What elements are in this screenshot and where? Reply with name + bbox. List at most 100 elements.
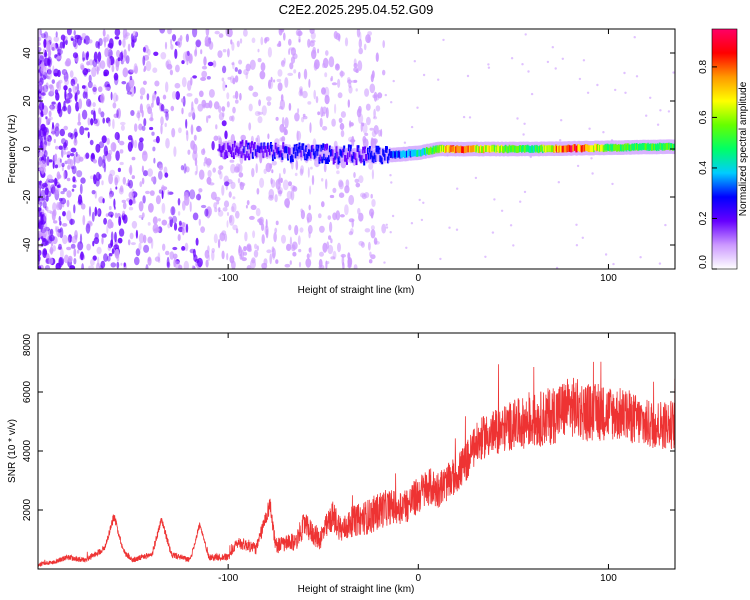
spectrogram-blob	[158, 164, 164, 171]
spectrogram-blob	[114, 231, 117, 243]
spectrogram-blob	[181, 107, 184, 115]
spectrogram-blob	[128, 166, 132, 174]
spectrogram-blob	[271, 247, 276, 259]
spectrogram-blob	[159, 29, 166, 34]
spectrogram-blob	[366, 116, 371, 126]
spectrogram-blob	[43, 212, 47, 222]
colorbar-label: Normalized spectral amplitude	[738, 81, 749, 216]
spectrogram-blob	[321, 87, 326, 95]
spectrogram-blob	[302, 90, 308, 99]
spectrogram-dot	[672, 71, 675, 74]
spectrogram-blob	[235, 163, 241, 173]
spectrogram-blob	[180, 98, 184, 103]
spectrogram-blob	[288, 38, 292, 46]
spectrogram-blob	[91, 66, 97, 78]
spectrogram-blob	[230, 206, 235, 212]
spectrogram-blob	[102, 154, 106, 164]
spectrogram-blob	[167, 223, 171, 229]
spectrogram-blob	[332, 187, 337, 193]
spectrogram-blob	[174, 82, 181, 89]
spectrogram-blob	[53, 36, 60, 42]
spectrogram-blob	[214, 30, 220, 35]
spectrogram-blob	[289, 62, 294, 70]
y-tick-label: -20	[22, 189, 33, 204]
spectrogram-blob	[45, 241, 50, 246]
y-tick-label: 6000	[22, 380, 33, 403]
spectrogram-dot	[422, 73, 426, 77]
spectrogram-dot	[442, 38, 445, 42]
spectrogram-blob	[268, 79, 272, 89]
spectrogram-blob	[53, 154, 58, 165]
spectrogram-blob	[229, 255, 235, 264]
spectrogram-blob	[87, 131, 90, 139]
spectrogram-blob	[56, 203, 63, 209]
spectrogram-blob	[76, 90, 81, 95]
colorbar-tick-label: 0.2	[698, 211, 709, 225]
spectrogram-blob	[348, 85, 353, 94]
spectrogram-blob	[74, 86, 77, 91]
spectrogram-blob	[178, 127, 182, 134]
spectrogram-blob	[81, 109, 88, 120]
spectrogram-blob	[192, 212, 199, 221]
spectrogram-blob	[141, 177, 145, 185]
spectrogram-blob	[88, 39, 93, 44]
spectrogram-dot	[487, 63, 490, 66]
spectrogram-blob	[93, 174, 97, 185]
spectrogram-blob	[50, 104, 53, 109]
spectrogram-blob	[138, 123, 143, 131]
spectrogram-blob	[160, 116, 164, 126]
spectrogram-dot	[493, 198, 496, 201]
spectrogram-blob	[40, 140, 43, 148]
spectrogram-blob	[364, 132, 369, 136]
spectrogram-blob	[330, 256, 336, 260]
spectrogram-blob	[370, 225, 375, 231]
spectrogram-blob	[110, 221, 114, 228]
spectrogram-dot	[521, 62, 524, 66]
spectrogram-blob	[110, 262, 117, 268]
spectrogram-blob	[135, 248, 141, 257]
spectrogram-blob	[306, 212, 313, 223]
spectrogram-blob	[77, 241, 84, 251]
spectrogram-blob	[85, 152, 90, 159]
spectrogram-blob	[101, 180, 104, 186]
x-tick-label: -100	[218, 573, 238, 584]
colorbar-tick-label: 0.0	[698, 255, 709, 269]
spectrogram-blob	[221, 185, 225, 196]
spectrogram-blob	[222, 49, 227, 53]
spectrogram-blob	[38, 46, 42, 52]
spectrogram-blob	[190, 107, 195, 117]
spectrogram-dot	[554, 67, 557, 70]
spectrogram-blob	[98, 38, 103, 46]
spectrogram-blob	[347, 99, 350, 108]
spectrogram-blob	[103, 217, 107, 225]
spectrogram-blob	[67, 158, 72, 165]
spectrogram-blob	[246, 243, 252, 249]
spectrogram-blob	[90, 258, 95, 266]
spectrogram-blob	[294, 112, 300, 122]
spectrogram-blob	[119, 161, 124, 166]
spectrogram-blob	[40, 214, 44, 226]
spectrogram-blob	[245, 72, 249, 80]
spectrogram-blob	[53, 220, 58, 224]
spectrogram-blob	[64, 89, 67, 101]
spectrogram-blob	[38, 83, 43, 94]
spectrogram-blob	[305, 258, 312, 268]
spectrogram-blob	[170, 206, 176, 216]
spectrogram-blob	[324, 86, 330, 98]
spectrogram-blob	[45, 116, 48, 120]
spectrogram-blob	[110, 91, 113, 101]
snr-x-label: Height of straight line (km)	[298, 584, 415, 595]
spectrogram-dot	[466, 74, 470, 78]
spectrogram-blob	[48, 110, 52, 118]
spectrogram-blob	[237, 178, 241, 184]
spectrogram-dot	[383, 261, 386, 264]
spectrogram-blob	[221, 230, 227, 236]
spectrogram-blob	[213, 101, 220, 110]
spectrogram-blob	[203, 56, 207, 66]
spectrogram-blob	[91, 211, 95, 222]
spectrogram-blob	[349, 139, 356, 143]
carrier-cell	[322, 143, 325, 150]
spectrogram-blob	[271, 160, 277, 166]
spectrogram-blob	[300, 208, 304, 213]
spectrogram-blob	[370, 138, 377, 149]
